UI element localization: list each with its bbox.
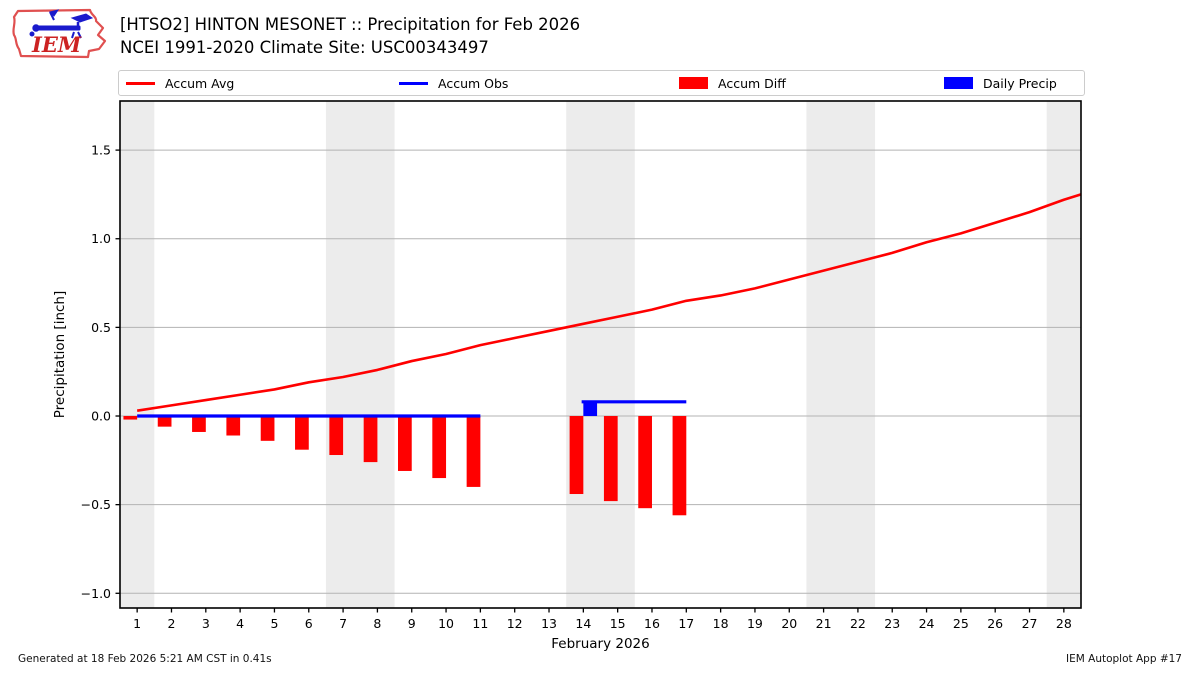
x-tick-label: 19 [747, 616, 763, 631]
y-tick-label: 1.5 [91, 143, 111, 158]
accum-diff-bar [192, 416, 206, 432]
x-tick-label: 17 [678, 616, 694, 631]
accum-avg-line [136, 193, 1082, 412]
y-tick-label: 0.5 [91, 320, 111, 335]
iem-logo: IEM [12, 8, 107, 59]
generated-timestamp: Generated at 18 Feb 2026 5:21 AM CST in … [18, 653, 272, 665]
accum-avg-line-swatch [126, 81, 155, 85]
x-axis-label: February 2026 [551, 636, 649, 652]
accum-diff-bar [295, 416, 309, 450]
chart-title: [HTSO2] HINTON MESONET :: Precipitation … [120, 15, 581, 34]
iowa-outline-icon [12, 8, 107, 59]
weekend-band [566, 101, 635, 608]
x-tick-label: 1 [133, 616, 141, 631]
x-tick-label: 22 [850, 616, 866, 631]
y-tick-label: −1.0 [81, 586, 111, 601]
accum-diff-bar [432, 416, 447, 479]
x-tick-label: 3 [202, 616, 210, 631]
daily-precip-patch-swatch [944, 77, 973, 89]
plot-frame [119, 100, 1082, 609]
x-tick-label: 11 [472, 616, 488, 631]
y-tick-label: 1.0 [91, 231, 111, 246]
accum-diff-bar [363, 416, 378, 463]
x-tick-label: 16 [644, 616, 660, 631]
x-tick-label: 8 [373, 616, 381, 631]
x-tick-label: 9 [408, 616, 416, 631]
y-tick-label: −0.5 [81, 497, 111, 512]
accum-diff-bar [638, 416, 652, 509]
accum-diff-bar [672, 416, 687, 516]
accum-diff-bar [398, 416, 412, 471]
accum-diff-bar [329, 416, 344, 456]
x-tick-label: 26 [987, 616, 1003, 631]
x-tick-label: 28 [1056, 616, 1072, 631]
app-credit: IEM Autoplot App #17 [1066, 653, 1182, 665]
x-tick-label: 21 [816, 616, 832, 631]
x-tick-label: 12 [507, 616, 523, 631]
x-tick-label: 14 [575, 616, 591, 631]
chart-subtitle: NCEI 1991-2020 Climate Site: USC00343497 [120, 38, 489, 57]
weekend-band [120, 101, 155, 608]
x-tick-label: 13 [541, 616, 557, 631]
legend-label: Accum Avg [165, 75, 235, 91]
x-tick-label: 2 [168, 616, 176, 631]
x-tick-label: 25 [953, 616, 969, 631]
accum-diff-bar [603, 416, 618, 502]
weekend-band [325, 101, 395, 608]
chart-title-block: [HTSO2] HINTON MESONET :: Precipitation … [120, 13, 580, 59]
legend-item-accum-diff: Accum Diff [679, 71, 786, 95]
y-axis-label: Precipitation [inch] [52, 291, 68, 419]
accum-diff-bar [569, 416, 584, 495]
x-tick-label: 15 [610, 616, 626, 631]
daily-precip-bar [583, 401, 598, 417]
precipitation-chart: 1 2 3 4 5 6 7 8 9 10 11 12 13 14 15 16 17 18 19 20 21 22 23 24 2… [52, 100, 1082, 652]
legend-item-accum-obs: Accum Obs [399, 71, 508, 95]
x-tick-label: 27 [1022, 616, 1038, 631]
legend: Accum Avg Accum Obs Accum Diff Daily Pre… [118, 70, 1085, 96]
x-tick-label: 4 [236, 616, 244, 631]
weekend-band [806, 101, 876, 608]
legend-label: Accum Diff [718, 75, 786, 91]
legend-item-accum-avg: Accum Avg [126, 71, 234, 95]
x-tick-label: 6 [305, 616, 313, 631]
legend-label: Accum Obs [438, 75, 509, 91]
accum-obs-line-swatch [399, 81, 428, 85]
x-tick-label: 20 [781, 616, 797, 631]
x-tick-label: 5 [270, 616, 278, 631]
accum-diff-bar [260, 416, 275, 441]
y-tick-label: 0.0 [91, 409, 111, 424]
weekend-band [1046, 101, 1081, 608]
accum-diff-bar [157, 416, 172, 427]
accum-diff-bar [466, 416, 481, 487]
accum-diff-bar [226, 416, 241, 436]
x-tick-label: 18 [713, 616, 729, 631]
legend-item-daily-precip: Daily Precip [944, 71, 1057, 95]
x-tick-label: 24 [919, 616, 935, 631]
x-tick-label: 7 [339, 616, 347, 631]
accum-diff-bar [123, 416, 138, 420]
iem-logo-text: IEM [31, 32, 82, 57]
legend-label: Daily Precip [983, 75, 1057, 91]
x-tick-label: 10 [438, 616, 454, 631]
x-tick-label: 23 [884, 616, 900, 631]
weather-vane-icon [29, 9, 94, 39]
accum-diff-patch-swatch [679, 77, 708, 89]
